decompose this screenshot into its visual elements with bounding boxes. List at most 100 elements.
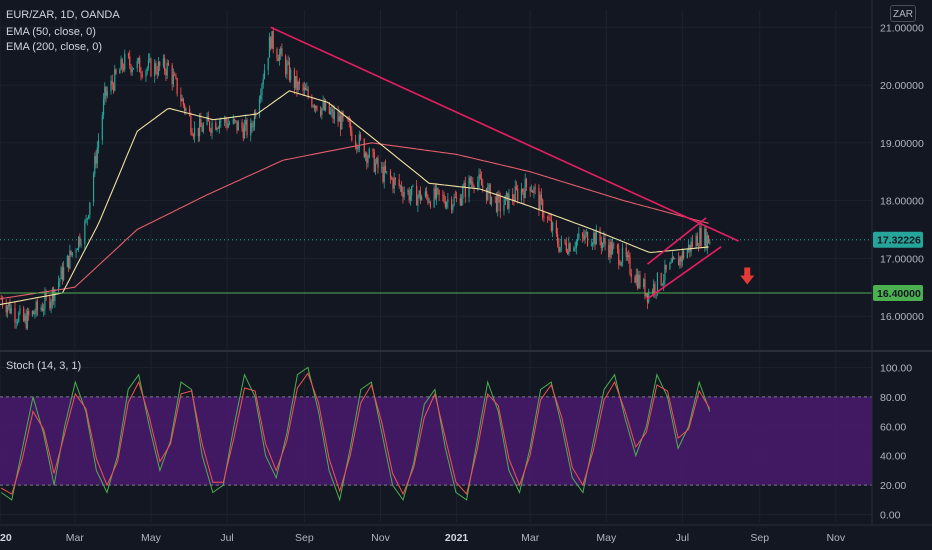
candle-body [260, 95, 262, 100]
candle-body [638, 274, 640, 289]
candle-body [210, 129, 212, 133]
candle-body [574, 247, 576, 249]
candle-body [194, 127, 196, 137]
legend-ema50[interactable]: EMA (50, close, 0) [6, 26, 96, 38]
candle-body [460, 198, 463, 206]
candle-body [681, 251, 683, 262]
drawings[interactable] [0, 26, 872, 300]
currency-badge[interactable]: ZAR [890, 5, 916, 22]
candle-body [417, 196, 419, 206]
candle-body [223, 118, 226, 122]
candle-body [411, 186, 413, 196]
descending-trendline[interactable] [270, 26, 739, 242]
candle-body [583, 235, 585, 240]
candle-body [8, 303, 10, 308]
candle-body [523, 191, 525, 198]
candle-body [351, 131, 353, 141]
candle-body [532, 191, 534, 193]
candle-body [697, 245, 700, 247]
candle-body [241, 122, 243, 129]
candle-body [398, 179, 400, 187]
candle-body [585, 232, 587, 234]
candle-body [373, 151, 375, 172]
candle-body [115, 69, 117, 74]
time-tick-label: 2020 [0, 532, 12, 544]
last-price-tag-bg [873, 231, 923, 248]
candle-body [228, 123, 231, 125]
candle-body [452, 205, 454, 210]
time-tick-label: May [141, 532, 162, 544]
candle-body [401, 185, 403, 193]
candle-body [416, 185, 418, 206]
legend-ema200[interactable]: EMA (200, close, 0) [6, 41, 102, 53]
candle-body [165, 71, 167, 76]
candle-body [250, 123, 252, 136]
legend-symbol[interactable]: EUR/ZAR, 1D, OANDA [6, 9, 120, 21]
candle-body [206, 116, 208, 125]
candle-body [621, 247, 624, 263]
candle-body [463, 183, 465, 188]
candle-body [512, 194, 514, 200]
candle-body [429, 202, 431, 207]
rising-channel-lower[interactable] [646, 246, 722, 300]
time-tick-label: Mar [521, 532, 540, 544]
candle-body [111, 80, 113, 85]
candle-body [253, 112, 256, 127]
candle-body [391, 177, 393, 179]
candle-body [533, 187, 535, 193]
candle-body [18, 313, 20, 322]
candle-body [50, 301, 52, 309]
candle-body [316, 105, 318, 111]
down-arrow-icon[interactable] [740, 267, 755, 285]
candle-body [96, 147, 98, 164]
candle-body [534, 187, 536, 189]
candle-body [6, 307, 9, 313]
candle-body [490, 196, 493, 205]
candle-body [122, 68, 125, 70]
price-tick-label: 20.00000 [880, 80, 924, 92]
candle-body [610, 242, 612, 255]
candle-body [595, 229, 597, 245]
candle-body [337, 111, 339, 122]
candle-body [76, 249, 78, 250]
candle-body [688, 244, 690, 250]
candle-body [645, 293, 647, 297]
candle-body [295, 75, 297, 88]
candle-body [71, 252, 73, 255]
candle-body [162, 58, 165, 67]
candle-body [217, 128, 219, 129]
candle-body [485, 187, 488, 200]
candle-body [280, 48, 282, 54]
price-tick-label: 19.00000 [880, 138, 924, 150]
candle-body [542, 199, 544, 217]
legend-stoch[interactable]: Stoch (14, 3, 1) [6, 360, 81, 372]
candle-body [446, 202, 448, 208]
candle-body [272, 31, 274, 50]
candle-body [472, 182, 474, 187]
candle-body [60, 267, 62, 279]
candle-body [383, 165, 385, 182]
time-tick-label: May [596, 532, 617, 544]
candle-body [604, 238, 606, 245]
candle-body [307, 89, 309, 97]
candle-body [19, 308, 21, 314]
candle-body [359, 134, 362, 140]
stoch-tick-label: 100.00 [880, 362, 912, 374]
candle-body [494, 196, 496, 198]
candle-body [285, 56, 287, 75]
stoch-tick-label: 80.00 [880, 392, 906, 404]
candle-body [576, 238, 579, 241]
candle-body [58, 281, 60, 290]
candle-body [644, 279, 646, 297]
candle-body [131, 69, 133, 73]
candle-body [393, 178, 395, 189]
candle-body [220, 121, 222, 122]
candle-body [79, 236, 81, 245]
candle-body [477, 182, 479, 188]
candle-body [599, 229, 601, 242]
candle-body [155, 63, 157, 73]
candle-body [215, 122, 217, 130]
rising-channel-upper[interactable] [646, 217, 707, 265]
candle-body [49, 297, 51, 309]
